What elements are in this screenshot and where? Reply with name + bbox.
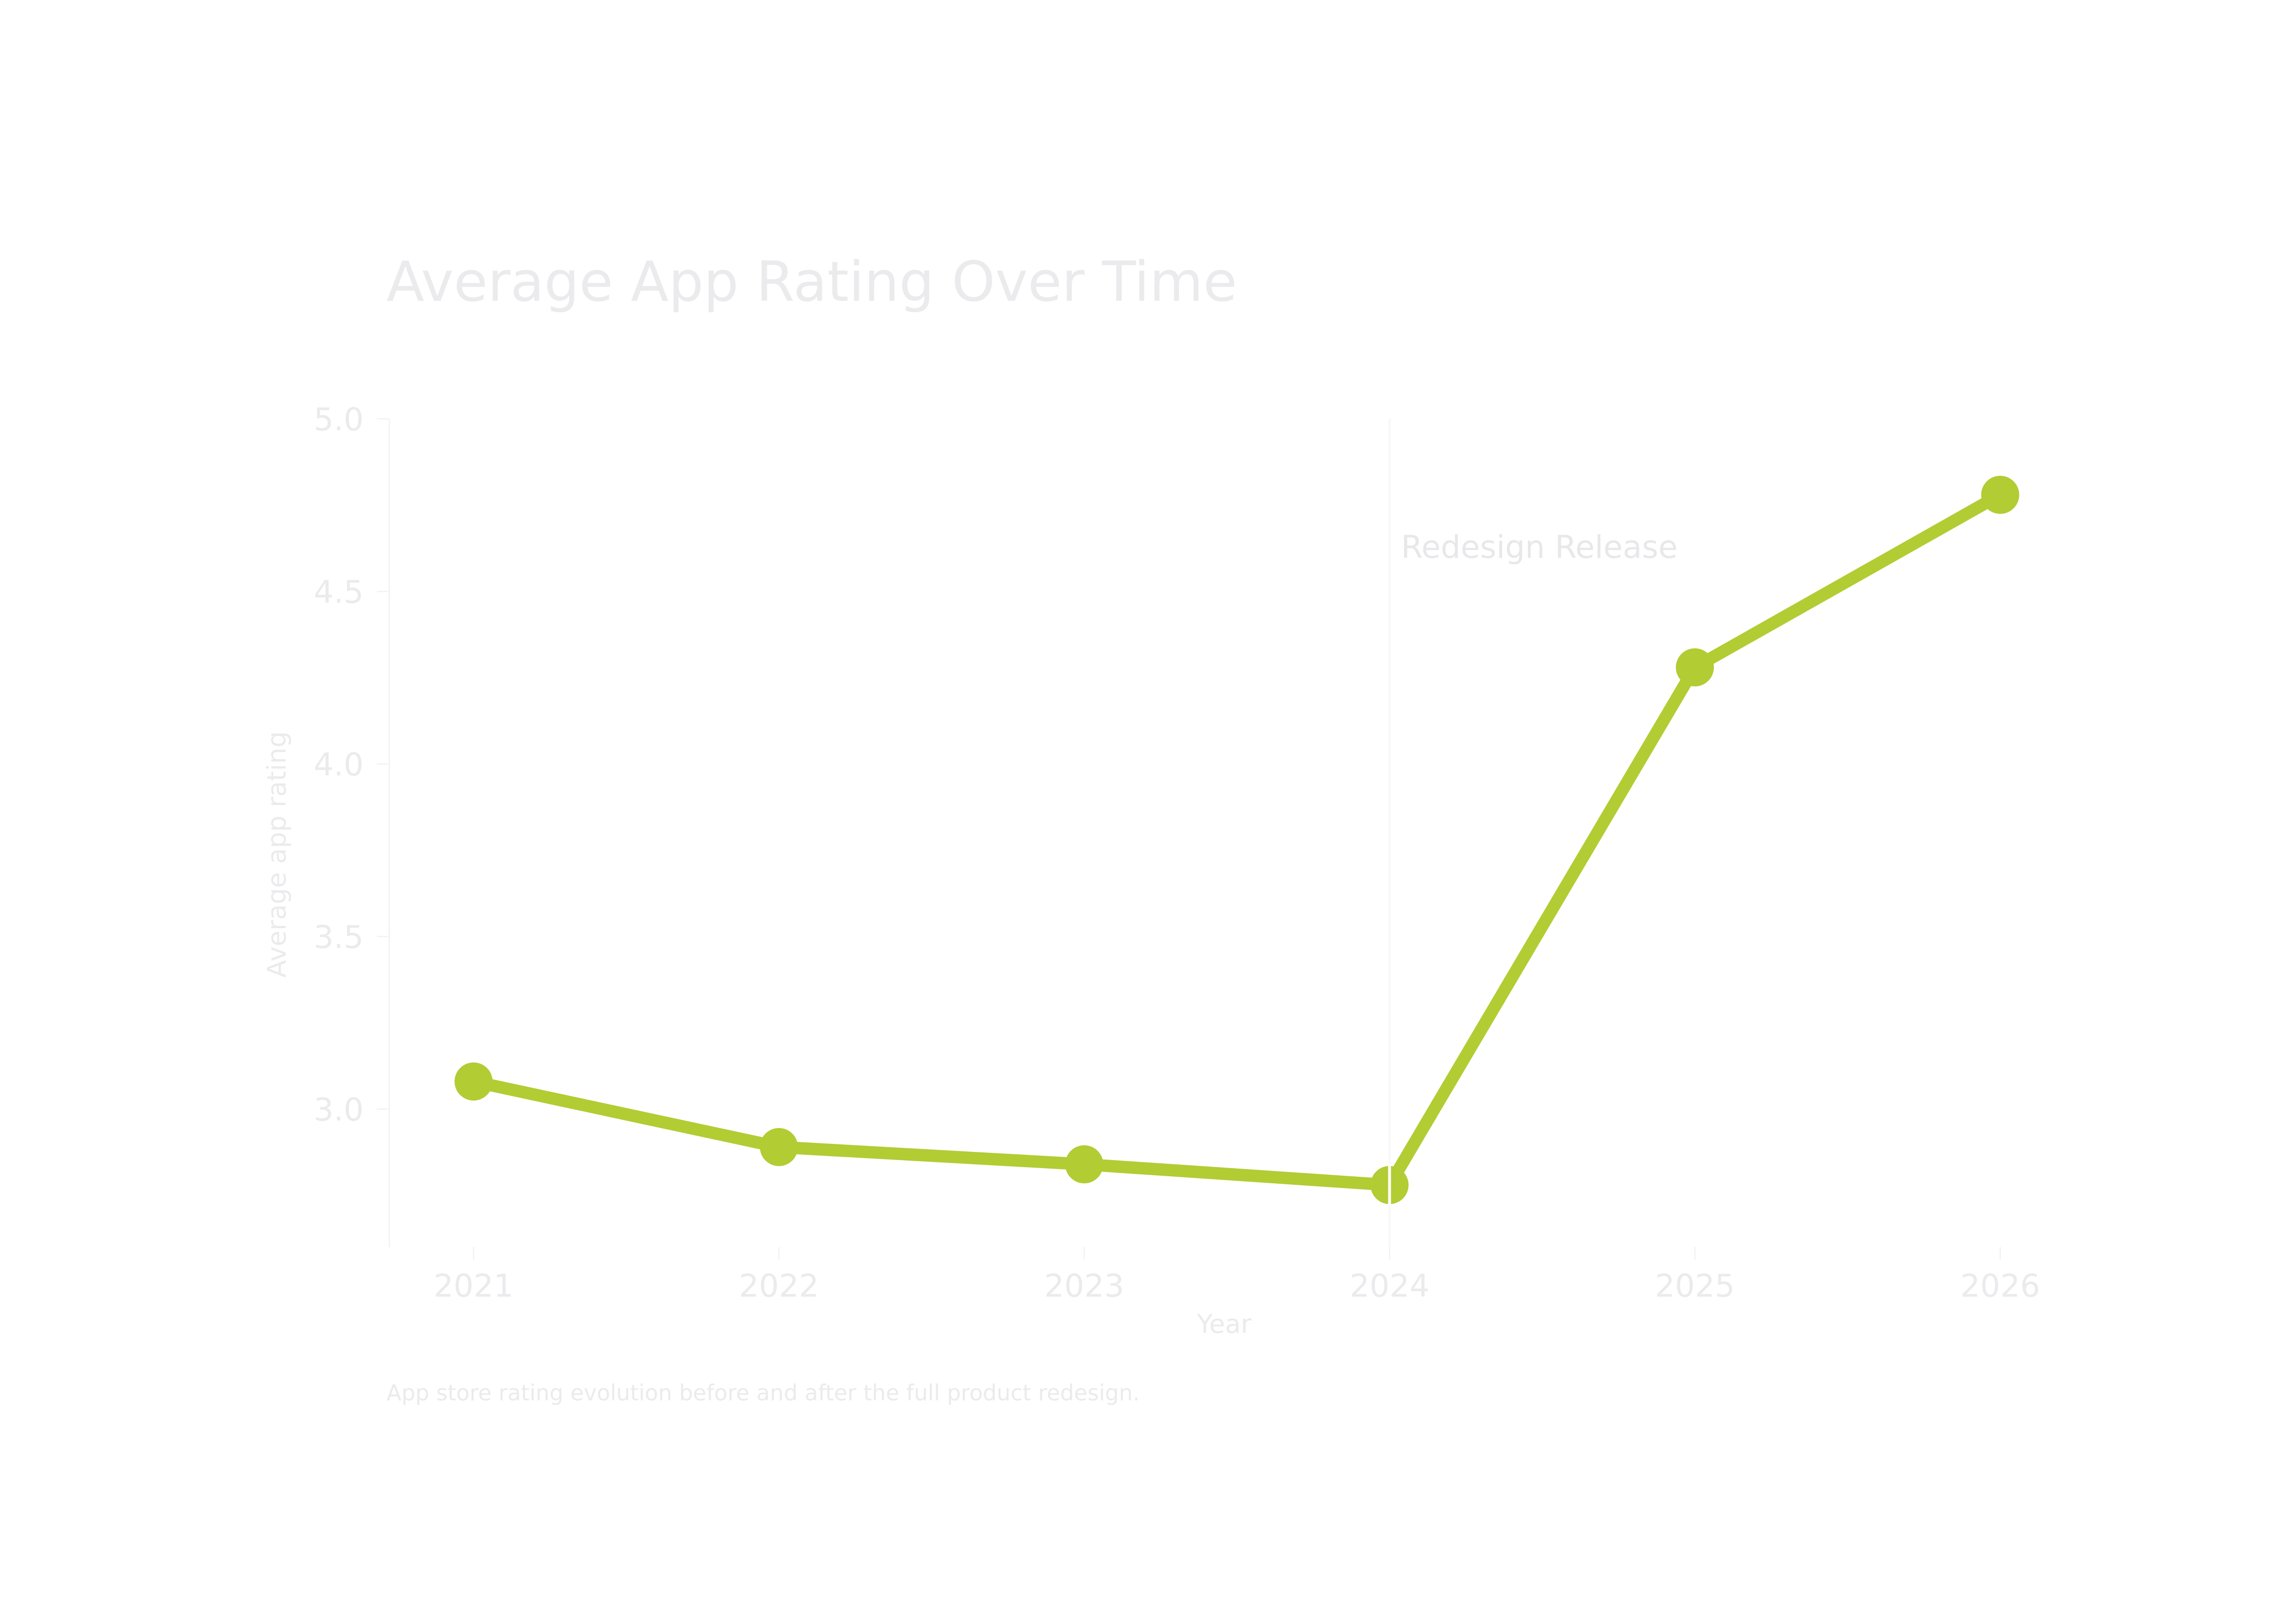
x-tick-label: 2024 [1350,1268,1430,1304]
redesign-label: Redesign Release [1401,529,1678,565]
chart-title: Average App Rating Over Time [386,250,1237,314]
redesign-annotation: Redesign Release [1388,419,1678,1247]
y-tick-label: 3.5 [314,919,364,956]
rating-series [455,476,2019,1204]
y-tick-label: 4.5 [314,574,364,611]
data-point-2025 [1676,648,1714,686]
y-tick-label: 5.0 [314,401,364,438]
series-line [467,488,2007,1191]
y-axis: 3.0 3.5 4.0 4.5 5.0 [314,401,390,1247]
y-tick-label: 4.0 [314,746,364,783]
data-point-2026 [1981,476,2019,514]
data-point-2022 [760,1128,798,1166]
x-tick-label: 2026 [1960,1268,2040,1304]
chart-caption: App store rating evolution before and af… [386,1380,1140,1406]
y-tick-label: 3.0 [314,1091,364,1128]
data-point-2021 [455,1062,493,1101]
data-point-2023 [1065,1145,1103,1183]
x-tick-label: 2022 [739,1268,819,1304]
x-tick-label: 2025 [1655,1268,1735,1304]
x-tick-label: 2023 [1044,1268,1124,1304]
x-axis: 2021 2022 2023 2024 2025 2026 [434,1247,2040,1304]
x-axis-title: Year [1197,1309,1252,1339]
x-tick-label: 2021 [434,1268,514,1304]
y-axis-title: Average app rating [262,731,292,978]
